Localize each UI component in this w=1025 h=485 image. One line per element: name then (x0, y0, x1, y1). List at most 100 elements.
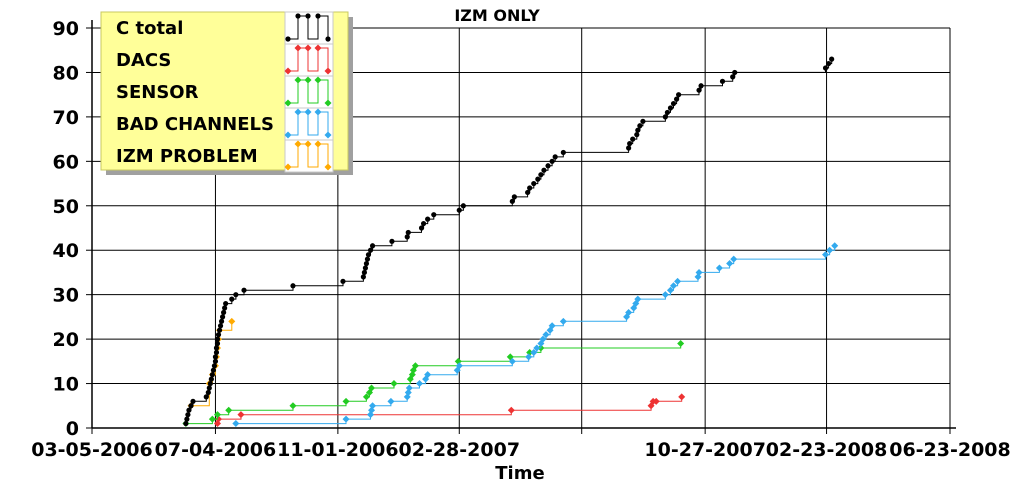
data-point (369, 402, 377, 410)
data-point (674, 277, 682, 285)
data-point (389, 238, 395, 244)
legend-swatch-color (288, 79, 329, 104)
data-point (390, 380, 398, 388)
y-axis-ticks: 0 10 20 30 40 50 60 70 80 90 (53, 18, 92, 440)
data-point (677, 340, 685, 348)
y-tick-label: 50 (53, 196, 79, 218)
data-point (185, 412, 191, 418)
data-point (559, 317, 567, 325)
data-point (822, 65, 829, 71)
data-point (203, 394, 209, 400)
data-point (221, 309, 227, 316)
data-point (342, 415, 350, 423)
data-point (211, 363, 218, 369)
chart-title: IZM ONLY (454, 6, 540, 25)
data-point (290, 283, 296, 289)
data-point (424, 371, 432, 379)
data-point (640, 118, 646, 124)
data-point (229, 296, 235, 302)
data-point (228, 317, 236, 325)
data-point (549, 158, 555, 164)
data-point (183, 420, 189, 427)
data-point (825, 60, 832, 67)
data-point (530, 348, 538, 356)
data-point (698, 83, 704, 89)
data-point (730, 255, 738, 263)
x-tick-label: 03-05-2006 (31, 439, 153, 461)
data-point (455, 362, 463, 370)
data-point (213, 349, 220, 356)
chart-series (182, 56, 839, 428)
x-tick-label: 02-23-2008 (766, 439, 888, 461)
y-tick-label: 60 (53, 151, 79, 173)
x-axis-ticks: 03-05-2006 07-04-2006 11-01-2006 02-28-2007… (31, 428, 1011, 461)
data-point (822, 251, 830, 259)
data-point (365, 252, 372, 258)
data-point (212, 358, 219, 364)
data-point (667, 105, 674, 111)
data-point (188, 403, 194, 409)
data-point (829, 56, 835, 62)
data-point (535, 176, 541, 182)
legend-label: BAD CHANNELS (116, 114, 274, 135)
data-point (637, 123, 643, 129)
data-point (237, 411, 245, 419)
data-point (411, 362, 419, 370)
x-tick-label: 07-04-2006 (155, 439, 277, 461)
data-point (525, 353, 533, 361)
data-point (538, 172, 544, 178)
data-point (726, 260, 734, 268)
data-point (670, 282, 678, 290)
legend-marker (325, 36, 331, 42)
legend-label: SENSOR (116, 82, 199, 103)
data-point (456, 207, 462, 213)
data-point (662, 114, 668, 120)
data-point (387, 397, 395, 405)
series-dacs (213, 393, 686, 428)
data-point (208, 376, 214, 382)
data-point (652, 397, 660, 405)
data-point (678, 393, 686, 401)
data-point (541, 167, 547, 173)
data-point (241, 287, 247, 293)
data-point (364, 256, 371, 262)
legend-marker (315, 13, 321, 19)
chart-legend: C total DACS SENSOR BAD CHANNELS IZM PROBLEM (100, 11, 353, 175)
legend-swatch-color (288, 111, 329, 136)
legend-marker (305, 13, 311, 19)
data-point (635, 127, 641, 133)
legend-label: IZM PROBLEM (116, 146, 258, 167)
data-point (208, 415, 216, 423)
data-point (730, 74, 736, 80)
data-point (542, 331, 550, 339)
data-point (539, 335, 547, 343)
y-tick-label: 90 (53, 18, 79, 40)
data-point (507, 406, 515, 414)
data-point (506, 353, 514, 361)
legend-marker (285, 36, 291, 42)
data-point (666, 286, 674, 294)
data-point (511, 194, 517, 200)
legend-swatch-color (288, 47, 329, 72)
data-point (695, 268, 703, 276)
series-bad-channels (232, 242, 839, 428)
legend-swatch-color (288, 143, 329, 168)
data-point (213, 411, 221, 419)
data-point (831, 242, 839, 250)
data-point (186, 407, 192, 413)
data-point (232, 420, 240, 428)
data-point (340, 278, 346, 284)
data-point (225, 406, 233, 414)
data-point (509, 198, 515, 204)
data-point (210, 367, 217, 373)
data-point (362, 393, 370, 401)
x-tick-label: 02-28-2007 (399, 439, 521, 461)
y-tick-label: 40 (53, 240, 79, 262)
data-point (626, 145, 632, 151)
y-tick-label: 70 (53, 107, 79, 129)
data-point (362, 265, 369, 271)
data-point (405, 384, 413, 392)
data-point (209, 372, 215, 378)
data-point (222, 305, 228, 311)
data-point (533, 344, 541, 352)
